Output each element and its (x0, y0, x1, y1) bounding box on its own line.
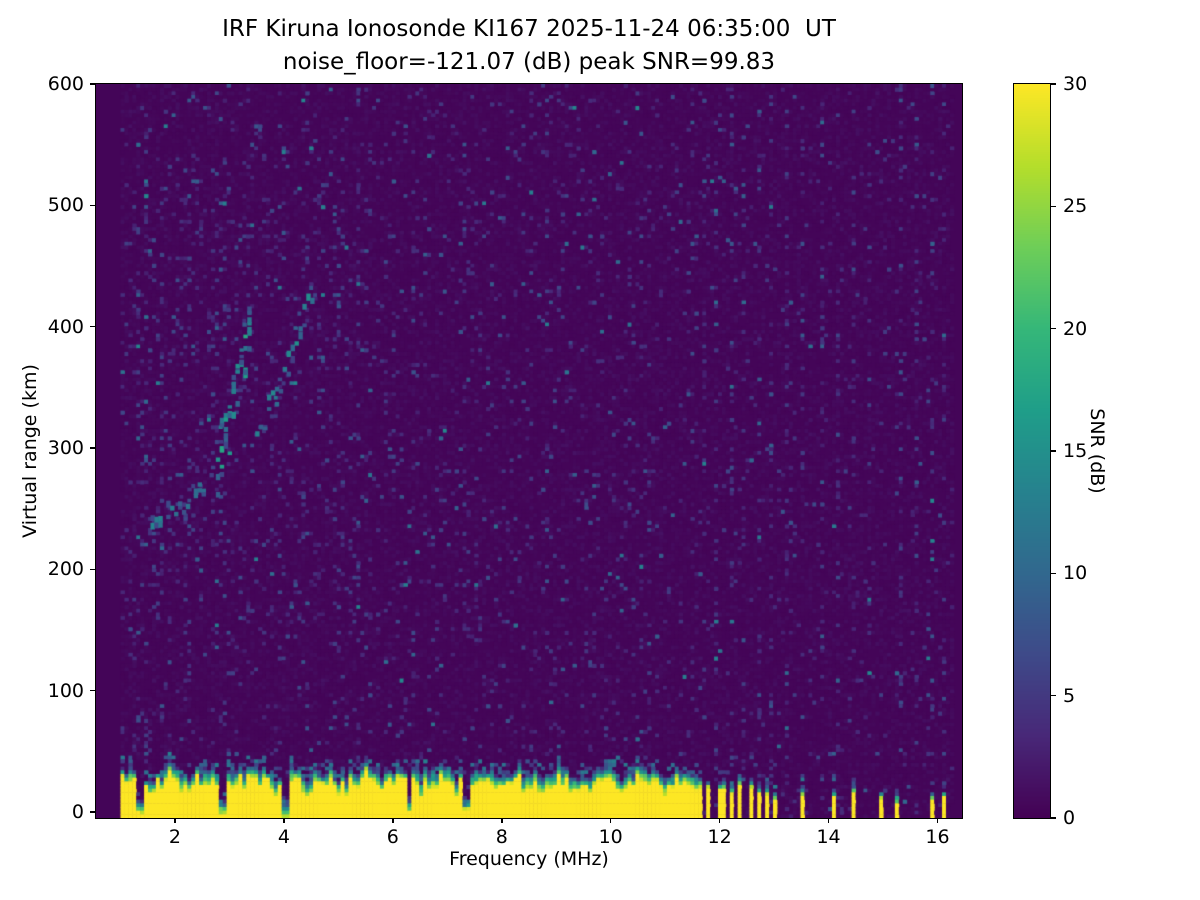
colorbar-tick-mark (1051, 694, 1056, 697)
x-tick-label: 6 (386, 826, 399, 848)
x-tick-label: 4 (277, 826, 290, 848)
colorbar-tick-mark (1051, 327, 1056, 330)
y-axis-label: Virtual range (km) (19, 364, 41, 538)
colorbar-tick-mark (1051, 83, 1056, 85)
colorbar (1013, 83, 1051, 819)
x-tick-label: 14 (816, 826, 841, 848)
x-tick-label: 12 (707, 826, 732, 848)
colorbar-tick-label: 30 (1063, 73, 1088, 95)
colorbar-tick-mark (1051, 817, 1056, 819)
colorbar-gradient-canvas (1014, 84, 1050, 818)
y-tick-label: 200 (47, 558, 84, 581)
colorbar-tick-mark (1051, 205, 1056, 208)
colorbar-tick-label: 20 (1063, 317, 1088, 340)
x-axis-label: Frequency (MHz) (449, 848, 609, 870)
y-tick-label: 500 (47, 194, 84, 217)
chart-subtitle: noise_floor=-121.07 (dB) peak SNR=99.83 (282, 49, 776, 75)
x-tick-label: 10 (598, 826, 623, 848)
x-tick-label: 2 (168, 826, 182, 848)
colorbar-tick-mark (1051, 572, 1056, 575)
colorbar-label: SNR (dB) (1086, 408, 1108, 494)
heatmap-plot-area (95, 83, 963, 819)
colorbar-tick-label: 0 (1063, 807, 1076, 829)
y-tick-label: 600 (47, 73, 84, 95)
x-tick-label: 16 (925, 826, 950, 848)
chart-title: IRF Kiruna Ionosonde KI167 2025-11-24 06… (222, 16, 836, 42)
ionogram-heatmap-canvas (96, 84, 962, 818)
y-tick-label: 100 (47, 679, 84, 702)
colorbar-tick-mark (1051, 450, 1056, 452)
y-tick-label: 0 (71, 800, 84, 823)
y-tick-label: 400 (47, 315, 84, 338)
x-tick-label: 8 (495, 826, 508, 848)
colorbar-tick-label: 25 (1063, 195, 1088, 218)
colorbar-tick-label: 10 (1063, 562, 1088, 585)
colorbar-tick-label: 5 (1063, 684, 1076, 707)
